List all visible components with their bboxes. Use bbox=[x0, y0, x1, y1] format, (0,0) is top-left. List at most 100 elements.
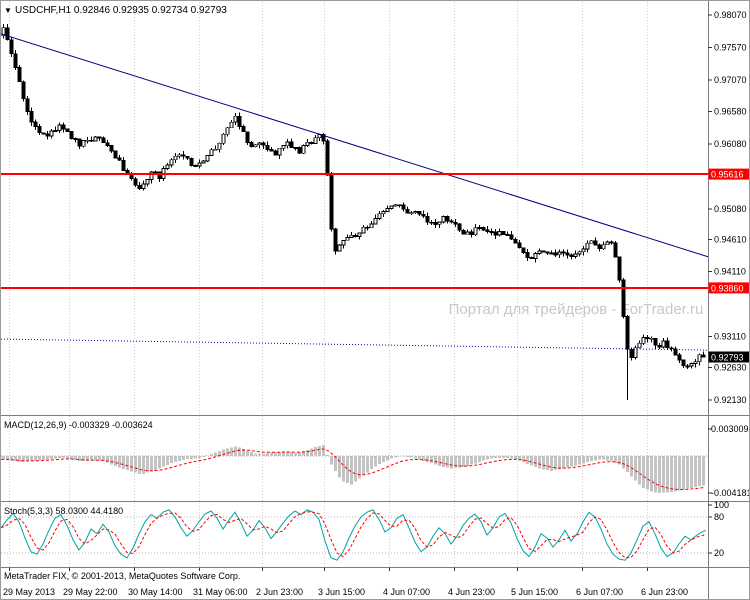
macd-histogram-bar bbox=[486, 455, 489, 460]
candle-up bbox=[197, 162, 202, 167]
candle-down bbox=[105, 142, 110, 146]
candle-up bbox=[1, 27, 6, 37]
stoch-indicator-label: Stoch(5,3,3) 58.0300 44.4180 bbox=[4, 506, 123, 516]
candle-up bbox=[661, 340, 666, 348]
macd-histogram-bar bbox=[54, 455, 57, 459]
collapse-arrow-icon[interactable]: ▼ bbox=[4, 6, 12, 15]
candle-down bbox=[481, 227, 486, 231]
macd-histogram-bar bbox=[206, 455, 209, 457]
macd-histogram-bar bbox=[662, 455, 665, 493]
macd-histogram-bar bbox=[366, 455, 369, 473]
candle-down bbox=[245, 131, 250, 143]
candle-up bbox=[253, 144, 258, 148]
macd-histogram-bar bbox=[610, 455, 613, 462]
candle-down bbox=[61, 124, 66, 130]
candle-down bbox=[617, 256, 622, 281]
candle-down bbox=[669, 347, 674, 350]
candle-down bbox=[157, 171, 162, 179]
candle-down bbox=[101, 137, 106, 144]
price-axis-label: 0.95080 bbox=[714, 204, 747, 214]
macd-histogram-bar bbox=[158, 455, 161, 469]
candle-up bbox=[581, 248, 586, 253]
macd-signal-line bbox=[1, 448, 706, 491]
macd-histogram-bar bbox=[546, 455, 549, 471]
candle-up bbox=[145, 179, 150, 185]
macd-histogram-bar bbox=[38, 455, 41, 461]
descending-trendline[interactable] bbox=[1, 33, 709, 258]
macd-histogram-bar bbox=[518, 455, 521, 461]
macd-histogram-bar bbox=[458, 455, 461, 468]
price-axis-label: 0.98070 bbox=[714, 10, 747, 20]
macd-histogram-bar bbox=[494, 455, 497, 459]
candle-up bbox=[85, 139, 90, 142]
candle-up bbox=[649, 337, 654, 340]
macd-axis-label: -0.004181 bbox=[711, 488, 750, 498]
macd-histogram-bar bbox=[338, 455, 341, 478]
candle-down bbox=[525, 251, 530, 258]
macd-histogram-bar bbox=[438, 455, 441, 466]
macd-histogram-bar bbox=[202, 455, 205, 457]
macd-histogram-bar bbox=[414, 455, 417, 459]
macd-histogram-bar bbox=[230, 447, 233, 456]
time-axis-label: 6 Jun 07:00 bbox=[576, 587, 623, 597]
macd-histogram-bar bbox=[502, 455, 505, 458]
candle-down bbox=[645, 337, 650, 340]
macd-histogram-bar bbox=[510, 455, 513, 459]
macd-histogram-bar bbox=[258, 453, 261, 456]
candle-down bbox=[493, 231, 498, 236]
candle-down bbox=[181, 154, 186, 157]
macd-histogram-bar bbox=[426, 455, 429, 462]
candle-down bbox=[297, 146, 302, 154]
candle-up bbox=[549, 252, 554, 255]
candle-up bbox=[413, 211, 418, 214]
copyright-text: MetaTrader FIX, © 2001-2013, MetaQuotes … bbox=[4, 571, 240, 581]
macd-histogram-bar bbox=[406, 455, 409, 457]
macd-histogram-bar bbox=[106, 455, 109, 463]
macd-histogram-bar bbox=[594, 455, 597, 461]
candle-up bbox=[229, 121, 234, 129]
candle-up bbox=[465, 231, 470, 235]
macd-histogram-bar bbox=[274, 452, 277, 456]
macd-histogram-bar bbox=[138, 455, 141, 474]
candle-down bbox=[421, 213, 426, 217]
candle-up bbox=[589, 240, 594, 244]
candle-up bbox=[573, 253, 578, 257]
candle-up bbox=[217, 142, 222, 150]
candle-down bbox=[45, 133, 50, 137]
macd-histogram-bar bbox=[134, 455, 137, 473]
dotted-blue-line[interactable] bbox=[1, 338, 709, 351]
macd-histogram-bar bbox=[566, 455, 569, 468]
candle-down bbox=[117, 157, 122, 161]
macd-histogram-bar bbox=[342, 455, 345, 482]
macd-histogram-bar bbox=[34, 455, 37, 461]
candle-down bbox=[501, 231, 506, 235]
macd-histogram-bar bbox=[326, 454, 329, 456]
price-axis-label: 0.94110 bbox=[714, 267, 746, 277]
candle-down bbox=[553, 252, 558, 256]
candle-down bbox=[529, 257, 534, 260]
candle-up bbox=[337, 244, 342, 252]
macd-histogram-bar bbox=[226, 448, 229, 456]
macd-histogram-bar bbox=[242, 449, 245, 456]
candle-down bbox=[97, 136, 102, 139]
macd-histogram-bar bbox=[282, 451, 285, 456]
macd-histogram-bar bbox=[526, 455, 529, 464]
stoch-main-line bbox=[1, 509, 707, 561]
macd-histogram-bar bbox=[330, 455, 333, 465]
macd-histogram-bar bbox=[642, 455, 645, 488]
candle-down bbox=[333, 228, 338, 252]
candle-up bbox=[221, 133, 226, 144]
macd-histogram-bar bbox=[682, 455, 685, 490]
candle-up bbox=[209, 149, 214, 156]
macd-histogram-bar bbox=[178, 455, 181, 461]
macd-histogram-bar bbox=[630, 455, 633, 477]
candle-down bbox=[289, 141, 294, 148]
macd-histogram-bar bbox=[82, 455, 85, 462]
candle-down bbox=[505, 234, 510, 236]
candle-up bbox=[165, 164, 170, 169]
candle-down bbox=[405, 208, 410, 214]
candle-up bbox=[93, 136, 98, 142]
candle-down bbox=[89, 139, 94, 142]
macd-histogram-bar bbox=[254, 453, 257, 456]
